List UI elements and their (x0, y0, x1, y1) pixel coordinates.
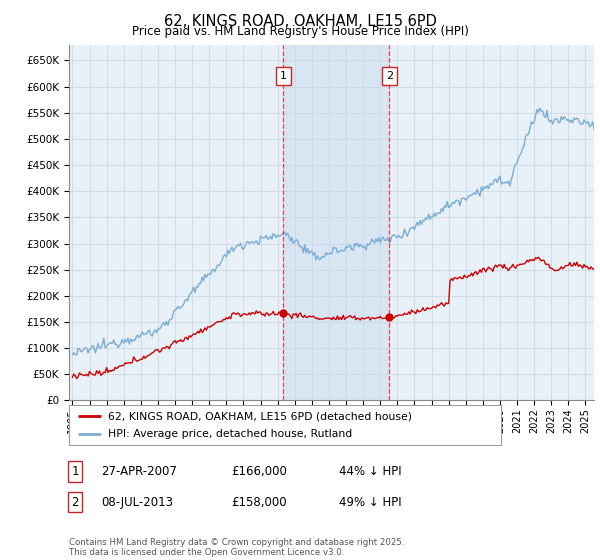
Text: 08-JUL-2013: 08-JUL-2013 (101, 496, 173, 509)
Text: 27-APR-2007: 27-APR-2007 (101, 465, 176, 478)
Text: Contains HM Land Registry data © Crown copyright and database right 2025.
This d: Contains HM Land Registry data © Crown c… (69, 538, 404, 557)
Text: 1: 1 (71, 465, 79, 478)
Text: 2: 2 (71, 496, 79, 509)
Text: 62, KINGS ROAD, OAKHAM, LE15 6PD (detached house): 62, KINGS ROAD, OAKHAM, LE15 6PD (detach… (108, 411, 412, 421)
Text: 2: 2 (386, 71, 393, 81)
Bar (283, 45, 389, 400)
Text: HPI: Average price, detached house, Rutland: HPI: Average price, detached house, Rutl… (108, 429, 352, 439)
Text: £166,000: £166,000 (231, 465, 287, 478)
Text: 44% ↓ HPI: 44% ↓ HPI (339, 465, 401, 478)
Text: 62, KINGS ROAD, OAKHAM, LE15 6PD: 62, KINGS ROAD, OAKHAM, LE15 6PD (164, 14, 436, 29)
Text: Price paid vs. HM Land Registry's House Price Index (HPI): Price paid vs. HM Land Registry's House … (131, 25, 469, 38)
Text: £158,000: £158,000 (231, 496, 287, 509)
Text: 49% ↓ HPI: 49% ↓ HPI (339, 496, 401, 509)
Text: 1: 1 (280, 71, 287, 81)
